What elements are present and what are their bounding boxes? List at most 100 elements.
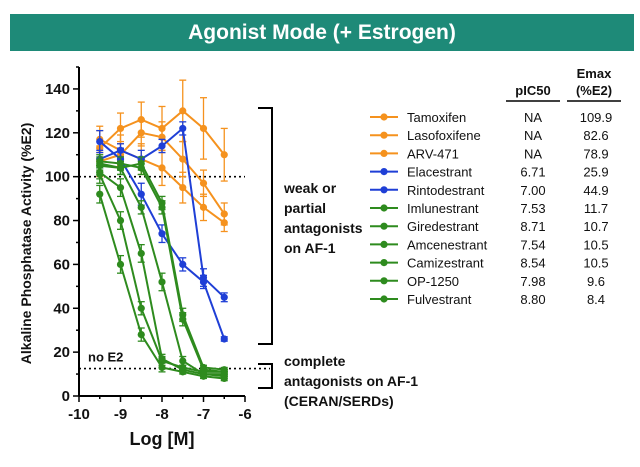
plot-area — [96, 79, 228, 383]
emax-header: Emax — [577, 66, 612, 81]
data-point — [179, 260, 187, 268]
legend-row: Lasofoxifene NA 82.6 — [370, 128, 609, 143]
legend-emax-value: 10.7 — [583, 219, 608, 234]
data-point — [137, 164, 145, 172]
x-tick-label: -9 — [114, 406, 127, 423]
y-axis-label: Alkaline Phosphatase Activity (%E2) — [18, 123, 34, 364]
chart-title-banner: Agonist Mode (+ Estrogen) — [10, 14, 634, 51]
legend-row: Elacestrant 6.71 25.9 — [370, 165, 609, 180]
bracket-annotations: weak or partial antagonists on AF-1 complete… — [258, 107, 418, 409]
legend-pic50-value: 8.80 — [520, 292, 545, 307]
legend-emax-value: 9.6 — [587, 274, 605, 289]
legend-series-name: Amcenestrant — [407, 237, 488, 252]
legend-row: Amcenestrant 7.54 10.5 — [370, 237, 609, 252]
legend-pic50-value: 8.71 — [520, 219, 545, 234]
legend-emax-value: 11.7 — [584, 201, 608, 216]
series-fulvestrant — [96, 184, 228, 383]
data-point — [199, 203, 208, 211]
legend-swatch-marker — [380, 259, 388, 267]
data-point — [179, 368, 187, 376]
x-tick-label: -10 — [68, 406, 90, 423]
legend-series-name: Lasofoxifene — [407, 128, 481, 143]
reference-lines: no E2 — [79, 175, 270, 370]
legend-pic50-value: NA — [524, 146, 542, 161]
weak-annotation-line: antagonists — [284, 220, 363, 236]
legend-series-name: Tamoxifen — [407, 110, 466, 125]
weak-bracket — [258, 107, 273, 345]
legend-row: Imlunestrant 7.53 11.7 — [370, 201, 608, 216]
emax-unit-header: (%E2) — [576, 83, 612, 98]
legend-row: ARV-471 NA 78.9 — [370, 146, 609, 161]
legend-pic50-value: 6.71 — [520, 165, 545, 180]
legend-emax-value: 78.9 — [583, 146, 608, 161]
data-point — [179, 124, 187, 133]
data-point — [116, 260, 125, 268]
data-point — [220, 335, 228, 343]
legend-row: Tamoxifen NA 109.9 — [370, 110, 612, 125]
data-point — [220, 374, 228, 383]
data-point — [199, 124, 208, 133]
data-point — [137, 304, 145, 312]
legend-emax-value: 82.6 — [583, 128, 608, 143]
complete-annotation-line: antagonists on AF-1 — [284, 373, 418, 389]
x-tick-label: -7 — [197, 406, 210, 423]
data-point — [137, 129, 145, 137]
legend-emax-value: 10.5 — [583, 256, 608, 271]
weak-annotation-line: weak or — [283, 180, 337, 196]
y-tick-label: 100 — [45, 169, 70, 186]
chart-title: Agonist Mode (+ Estrogen) — [188, 21, 456, 44]
data-point — [137, 249, 145, 258]
data-point — [158, 278, 166, 286]
legend-series-name: Elacestrant — [407, 165, 472, 180]
legend-series-name: Camizestrant — [407, 256, 484, 271]
y-tick-label: 0 — [62, 388, 70, 405]
x-tick-label: -8 — [155, 406, 168, 423]
data-point — [96, 190, 104, 198]
data-point — [199, 179, 208, 187]
legend-emax-value: 44.9 — [583, 183, 608, 198]
y-tick-label: 80 — [53, 213, 70, 230]
data-point — [116, 124, 125, 133]
series-line — [99, 162, 225, 378]
data-point — [158, 142, 166, 150]
legend-row: Rintodestrant 7.00 44.9 — [370, 183, 609, 198]
legend-swatch-marker — [380, 222, 388, 230]
legend-swatch-marker — [380, 131, 388, 139]
legend-series-name: Fulvestrant — [407, 292, 472, 307]
x-axis-label: Log [M] — [130, 429, 195, 449]
legend-swatch-marker — [380, 240, 388, 248]
legend-pic50-value: NA — [524, 110, 542, 125]
legend-emax-value: 109.9 — [580, 110, 613, 125]
legend-swatch-marker — [380, 149, 388, 157]
y-tick-label: 120 — [45, 125, 70, 142]
y-tick-label: 40 — [53, 300, 70, 317]
data-point — [179, 155, 187, 163]
data-point — [179, 315, 187, 323]
data-point — [158, 363, 166, 372]
legend-emax-value: 8.4 — [587, 292, 605, 307]
y-tick-label: 20 — [53, 344, 70, 361]
data-point — [158, 164, 166, 172]
legend-pic50-value: 8.54 — [520, 256, 545, 271]
legend-swatch-marker — [380, 168, 388, 176]
data-point — [179, 357, 187, 365]
weak-annotation-line: partial — [284, 200, 326, 216]
legend-series-name: Imlunestrant — [407, 201, 479, 216]
legend-pic50-value: 7.98 — [520, 274, 545, 289]
legend-table: pIC50 Emax (%E2) Tamoxifen NA 109.9 Lasofoxife… — [370, 66, 621, 307]
legend-series-name: Rintodestrant — [407, 183, 485, 198]
legend-row: OP-1250 7.98 9.6 — [370, 274, 605, 289]
legend-series-name: ARV-471 — [407, 146, 459, 161]
complete-bracket — [258, 363, 273, 389]
data-point — [137, 190, 145, 198]
data-point — [220, 151, 228, 159]
pic50-header: pIC50 — [515, 83, 550, 98]
data-point — [158, 203, 166, 211]
data-point — [137, 330, 145, 339]
legend-emax-value: 10.5 — [583, 237, 608, 252]
y-tick-label: 140 — [45, 81, 70, 98]
data-point — [158, 355, 166, 363]
legend-pic50-value: 7.00 — [520, 183, 545, 198]
data-point — [116, 146, 125, 154]
